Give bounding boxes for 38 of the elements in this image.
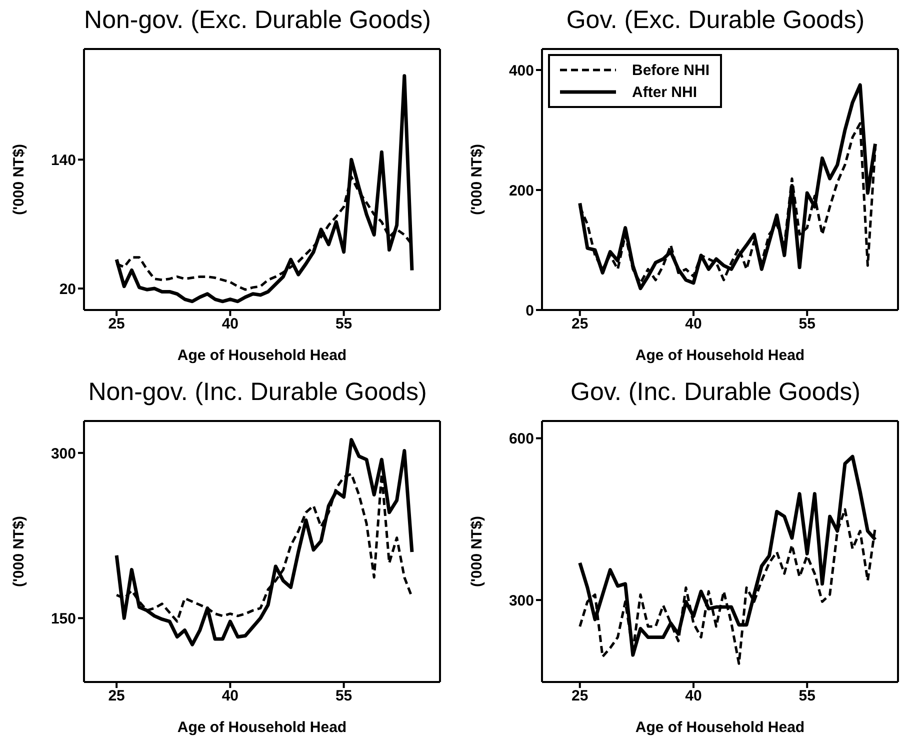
x-tick-label: 40 [222, 688, 239, 705]
y-tick-label: 300 [50, 445, 76, 462]
x-tick-label: 55 [335, 688, 352, 705]
x-axis-title: Age of Household Head [635, 347, 805, 364]
x-tick-label: 25 [572, 316, 588, 333]
x-tick-label: 40 [685, 688, 702, 705]
x-axis-title: Age of Household Head [177, 347, 347, 364]
y-axis-title: ('000 NT$) [468, 516, 486, 588]
x-tick-label: 55 [798, 688, 816, 705]
line-series [114, 74, 414, 304]
x-axis-title: Age of Household Head [635, 719, 805, 736]
x-axis-title: Age of Household Head [177, 719, 347, 736]
x-tick-label: 55 [335, 316, 352, 333]
y-axis-title: ('000 NT$) [10, 144, 28, 216]
x-tick-label: 25 [572, 688, 588, 705]
y-axis-title: ('000 NT$) [468, 144, 486, 216]
legend-label: After NHI [632, 84, 698, 100]
y-tick-label: 150 [50, 610, 76, 628]
chart-title: Gov. (Inc. Durable Goods) [570, 377, 862, 408]
line-series [114, 438, 414, 646]
y-axis-title: ('000 NT$) [10, 516, 28, 588]
y-tick-label: 0 [526, 302, 534, 320]
legend-label: Before NHI [632, 62, 710, 78]
x-tick-label: 25 [108, 316, 125, 333]
y-tick-label: 20 [59, 280, 76, 298]
y-tick-label: 140 [50, 152, 76, 169]
y-tick-label: 400 [508, 62, 534, 80]
chart-title: Gov. (Exc. Durable Goods) [565, 5, 866, 36]
x-tick-label: 40 [685, 316, 702, 333]
chart-title: Non-gov. (Inc. Durable Goods) [87, 377, 428, 408]
y-tick-label: 300 [508, 592, 534, 610]
y-tick-label: 600 [508, 430, 534, 448]
line-series [578, 83, 878, 290]
x-tick-label: 25 [108, 688, 125, 705]
x-tick-label: 55 [798, 316, 816, 333]
x-tick-label: 40 [222, 316, 239, 333]
chart-title: Non-gov. (Exc. Durable Goods) [83, 5, 432, 36]
y-tick-label: 200 [508, 182, 534, 200]
